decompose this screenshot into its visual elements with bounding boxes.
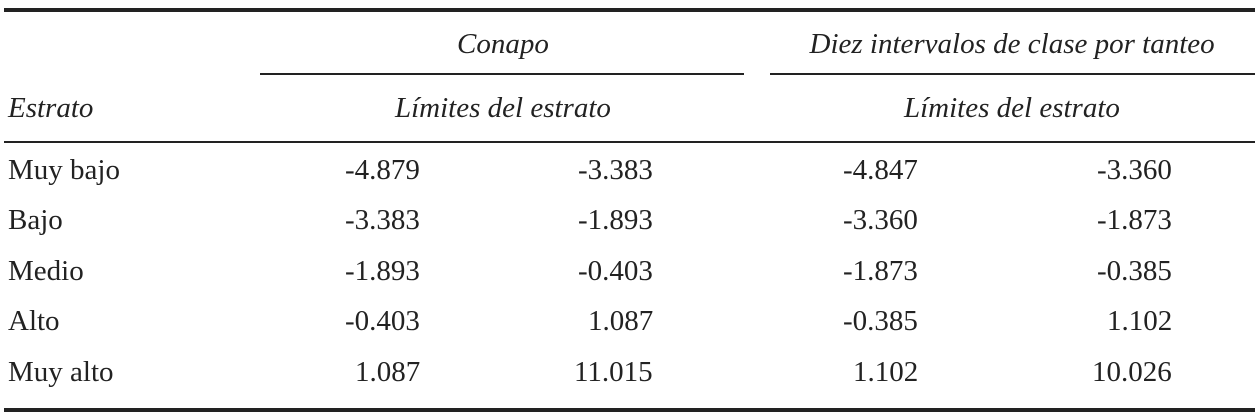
header-rule bbox=[4, 141, 1255, 143]
cell-value: 10.026 bbox=[1092, 356, 1172, 388]
subheading: Límites del estrato bbox=[395, 92, 611, 124]
cell-value: -0.385 bbox=[843, 305, 918, 337]
subheading: Límites del estrato bbox=[904, 92, 1120, 124]
cell-value: -1.873 bbox=[1097, 204, 1172, 236]
cell-value: 1.102 bbox=[1107, 305, 1173, 337]
row-label: Muy bajo bbox=[8, 154, 120, 186]
row-label: Bajo bbox=[8, 204, 63, 236]
top-rule bbox=[4, 8, 1255, 12]
cell-value: -1.893 bbox=[578, 204, 653, 236]
cell-value: -0.403 bbox=[345, 305, 420, 337]
cell-value: -1.873 bbox=[843, 255, 918, 287]
row-label: Alto bbox=[8, 305, 60, 337]
row-label: Medio bbox=[8, 255, 84, 287]
cell-value: -3.383 bbox=[578, 154, 653, 186]
cell-value: 11.015 bbox=[574, 356, 653, 388]
group-rule bbox=[770, 73, 1255, 75]
cell-value: 1.102 bbox=[853, 356, 919, 388]
cell-value: -4.847 bbox=[843, 154, 918, 186]
cell-value: 1.087 bbox=[355, 356, 421, 388]
row-label: Muy alto bbox=[8, 356, 114, 388]
group-heading: Diez intervalos de clase por tanteo bbox=[809, 28, 1215, 60]
cell-value: -0.403 bbox=[578, 255, 653, 287]
cell-value: -3.360 bbox=[843, 204, 918, 236]
group-heading: Conapo bbox=[457, 28, 549, 60]
cell-value: -4.879 bbox=[345, 154, 420, 186]
cell-value: 1.087 bbox=[588, 305, 654, 337]
cell-value: -3.383 bbox=[345, 204, 420, 236]
group-rule bbox=[260, 73, 744, 75]
cell-value: -1.893 bbox=[345, 255, 420, 287]
stub-heading: Estrato bbox=[8, 92, 94, 124]
bottom-rule bbox=[4, 408, 1255, 412]
cell-value: -0.385 bbox=[1097, 255, 1172, 287]
cell-value: -3.360 bbox=[1097, 154, 1172, 186]
